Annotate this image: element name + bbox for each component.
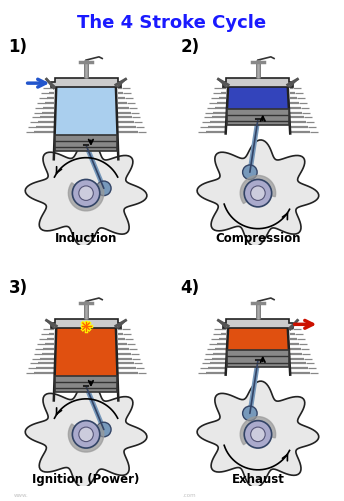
Text: www.: www. bbox=[14, 493, 29, 498]
Polygon shape bbox=[240, 417, 276, 445]
Text: Induction: Induction bbox=[55, 232, 117, 245]
Circle shape bbox=[243, 165, 257, 179]
Polygon shape bbox=[197, 381, 319, 487]
Circle shape bbox=[97, 181, 111, 195]
Circle shape bbox=[244, 179, 272, 207]
Circle shape bbox=[79, 427, 93, 441]
Circle shape bbox=[243, 406, 257, 421]
Circle shape bbox=[97, 422, 111, 437]
Circle shape bbox=[72, 179, 100, 207]
Text: The 4 Stroke Cycle: The 4 Stroke Cycle bbox=[77, 14, 267, 32]
Polygon shape bbox=[197, 140, 319, 246]
Text: 2): 2) bbox=[181, 38, 200, 56]
Polygon shape bbox=[227, 351, 289, 367]
Polygon shape bbox=[25, 381, 147, 487]
Polygon shape bbox=[51, 78, 121, 87]
Polygon shape bbox=[226, 87, 290, 109]
Text: Exhaust: Exhaust bbox=[232, 473, 284, 486]
Polygon shape bbox=[68, 424, 104, 452]
Circle shape bbox=[251, 186, 265, 200]
Polygon shape bbox=[55, 376, 117, 392]
Text: Compression: Compression bbox=[215, 232, 301, 245]
Text: Ignition (Power): Ignition (Power) bbox=[32, 473, 140, 486]
Polygon shape bbox=[227, 109, 289, 125]
Polygon shape bbox=[54, 87, 118, 135]
Text: 1): 1) bbox=[9, 38, 28, 56]
Polygon shape bbox=[223, 78, 293, 87]
Polygon shape bbox=[223, 319, 293, 328]
Circle shape bbox=[72, 421, 100, 448]
Text: 4): 4) bbox=[181, 280, 200, 298]
Polygon shape bbox=[226, 328, 290, 351]
Text: 3): 3) bbox=[9, 280, 28, 298]
Polygon shape bbox=[68, 183, 104, 211]
Text: .com: .com bbox=[182, 493, 196, 498]
Polygon shape bbox=[51, 319, 121, 328]
Circle shape bbox=[244, 421, 272, 448]
Circle shape bbox=[79, 186, 93, 200]
Polygon shape bbox=[25, 140, 147, 246]
Polygon shape bbox=[240, 175, 276, 203]
Circle shape bbox=[251, 427, 265, 441]
Polygon shape bbox=[54, 328, 118, 376]
Polygon shape bbox=[55, 135, 117, 151]
